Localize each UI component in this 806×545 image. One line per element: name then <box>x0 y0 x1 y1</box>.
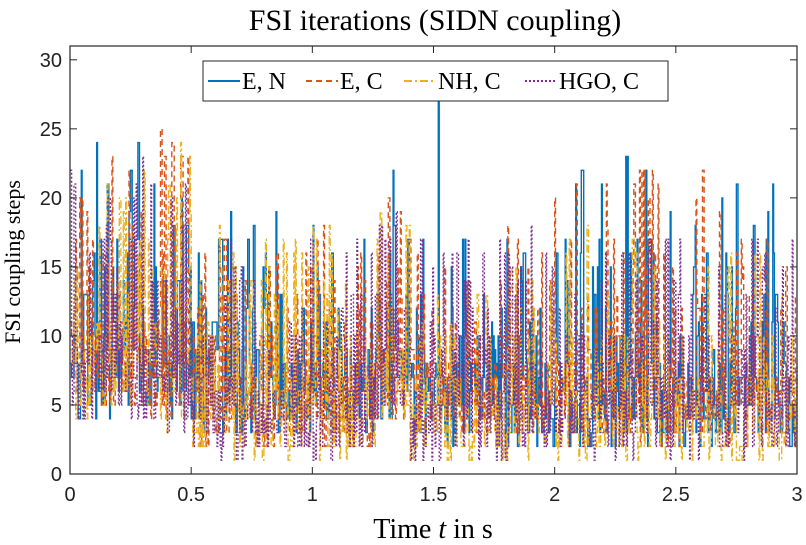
legend-label: E, C <box>340 69 383 95</box>
x-tick-label: 1 <box>307 484 318 506</box>
series-line-nh-c <box>70 141 798 461</box>
y-tick-label: 20 <box>40 188 62 210</box>
x-tick-label: 0 <box>64 484 75 506</box>
y-tick-label: 15 <box>40 257 62 279</box>
y-tick-label: 5 <box>51 395 62 417</box>
legend: E, N E, C NH, C HGO, C <box>202 60 669 102</box>
chart-title: FSI iterations (SIDN coupling) <box>249 4 621 37</box>
legend-label: E, N <box>242 69 286 95</box>
x-axis-label-prefix: Time <box>373 514 438 545</box>
x-tick-label: 1.5 <box>420 484 448 506</box>
legend-box <box>202 60 669 102</box>
x-tick-label: 3 <box>791 484 802 506</box>
x-tick-label: 2.5 <box>662 484 690 506</box>
y-tick-label: 10 <box>40 326 62 348</box>
x-axis-label-suffix: in s <box>446 514 493 545</box>
series-line-e-c <box>70 128 797 448</box>
x-axis-label-variable: t <box>438 514 447 545</box>
legend-label: HGO, C <box>559 69 639 95</box>
x-tick-label: 0.5 <box>177 484 205 506</box>
series-line-hgo-c <box>70 155 798 461</box>
y-tick-label: 30 <box>40 50 62 72</box>
y-tick-label: 25 <box>40 119 62 141</box>
y-axis-label: FSI coupling steps <box>0 180 25 344</box>
legend-label: NH, C <box>438 69 501 95</box>
x-axis-label: Time t in s <box>373 514 493 545</box>
y-tick-label: 0 <box>51 464 62 486</box>
x-tick-label: 2 <box>549 484 560 506</box>
